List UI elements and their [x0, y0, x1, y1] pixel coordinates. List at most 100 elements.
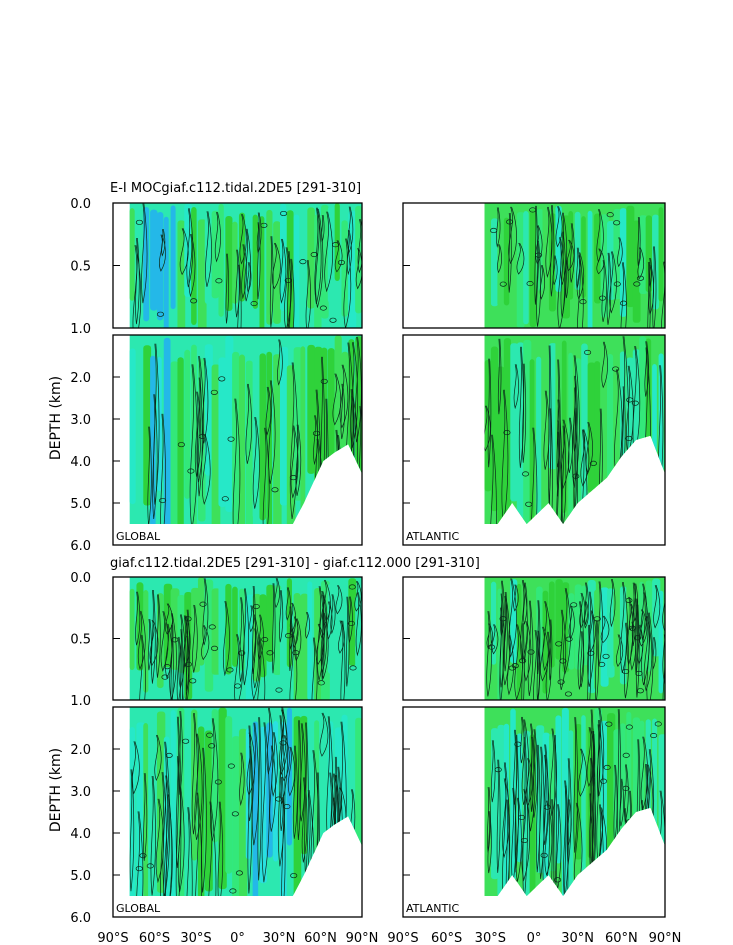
contour-line	[521, 788, 530, 882]
y-tick-label: 1.0	[70, 322, 91, 337]
contour-line	[188, 233, 196, 298]
contour-label	[282, 907, 288, 911]
contour-label	[208, 743, 216, 749]
contour-line	[147, 619, 152, 671]
field-band	[626, 584, 632, 695]
contour-line	[516, 242, 525, 275]
contour-line	[201, 434, 211, 505]
contour-label	[520, 837, 528, 844]
contour-line	[343, 238, 352, 328]
field-band	[307, 207, 315, 309]
contour-line	[266, 707, 273, 775]
contour-label	[488, 644, 496, 650]
contour-line	[324, 211, 333, 293]
contour-line	[637, 217, 641, 266]
contour-line	[256, 637, 266, 700]
contour-line	[527, 600, 534, 697]
field-band	[529, 209, 537, 328]
bottom-atlantic-upper-subplot	[402, 576, 666, 701]
contour-line	[150, 775, 156, 896]
contour-label	[654, 721, 662, 727]
contour-label	[171, 637, 179, 643]
contour-line	[131, 741, 140, 795]
contour-line	[285, 587, 291, 621]
bottom-global-region-label: GLOBAL	[116, 902, 161, 915]
contour-line	[295, 424, 302, 496]
contour-line	[540, 626, 549, 682]
contour-label	[226, 667, 234, 673]
contour-line	[315, 623, 325, 665]
y-tick-label: 3.0	[70, 413, 91, 428]
contour-line	[486, 623, 493, 650]
field-band	[225, 215, 233, 312]
contour-line	[346, 230, 352, 276]
contour-line	[543, 390, 550, 470]
contour-line	[332, 373, 342, 426]
field-band	[211, 709, 219, 843]
y-tick-label: 0.0	[70, 571, 91, 586]
contour-label	[579, 299, 587, 305]
bottom-global-lower-frame	[112, 706, 363, 918]
contour-label	[620, 300, 628, 306]
contour-line	[257, 614, 264, 660]
contour-line	[340, 383, 345, 440]
contour-line	[175, 756, 182, 896]
contour-line	[515, 797, 522, 882]
contour-line	[555, 206, 563, 248]
contour-label	[235, 870, 243, 876]
contour-line	[609, 578, 616, 628]
contour-line	[536, 744, 541, 873]
contour-line	[326, 601, 333, 640]
contour-label	[633, 281, 641, 287]
contour-label	[250, 301, 258, 307]
contour-line	[653, 585, 661, 629]
contour-label	[543, 804, 551, 810]
contour-label	[572, 473, 580, 479]
contour-label	[606, 212, 614, 218]
contour-line	[253, 628, 259, 689]
bottom-global-upper-subplot: 0.0 0.5 1.0	[70, 571, 363, 709]
contour-line	[287, 746, 296, 797]
top-global-region-label: GLOBAL	[116, 530, 161, 543]
top-global-upper-field	[129, 203, 362, 328]
field-band	[252, 721, 259, 896]
field-band	[645, 215, 653, 293]
contour-line	[314, 207, 322, 305]
contour-line	[536, 240, 541, 327]
contour-line	[280, 776, 284, 831]
contour-line	[347, 206, 354, 254]
contour-line	[640, 800, 646, 896]
contour-line	[576, 247, 580, 289]
contour-line	[606, 252, 612, 325]
y-tick-label: 5.0	[70, 497, 91, 512]
contour-label	[349, 665, 357, 671]
field-band	[170, 361, 179, 524]
field-band	[279, 203, 287, 311]
contour-line	[484, 405, 491, 452]
field-band	[238, 354, 246, 524]
contour-label	[622, 668, 630, 675]
contour-line	[163, 775, 173, 896]
contour-line	[620, 262, 627, 328]
contour-label	[629, 825, 637, 831]
contour-line	[290, 425, 299, 499]
contour-line	[129, 769, 135, 892]
y-tick-label: 6.0	[70, 539, 91, 554]
x-tick-label: 90°N	[649, 931, 682, 945]
contour-label	[499, 281, 507, 287]
field-band	[613, 208, 622, 300]
contour-line	[579, 631, 585, 688]
field-band	[143, 345, 152, 506]
field-band	[279, 588, 287, 690]
contour-line	[271, 732, 278, 797]
field-band	[197, 219, 207, 328]
y-tick-label: 0.5	[70, 260, 91, 275]
contour-line	[643, 616, 653, 692]
x-tick-label: 60°S	[431, 931, 462, 945]
field-band	[266, 584, 274, 662]
contour-label	[650, 732, 658, 739]
contour-line	[600, 615, 610, 644]
contour-line	[214, 211, 221, 263]
contour-line	[281, 797, 286, 896]
contour-line	[246, 262, 252, 293]
